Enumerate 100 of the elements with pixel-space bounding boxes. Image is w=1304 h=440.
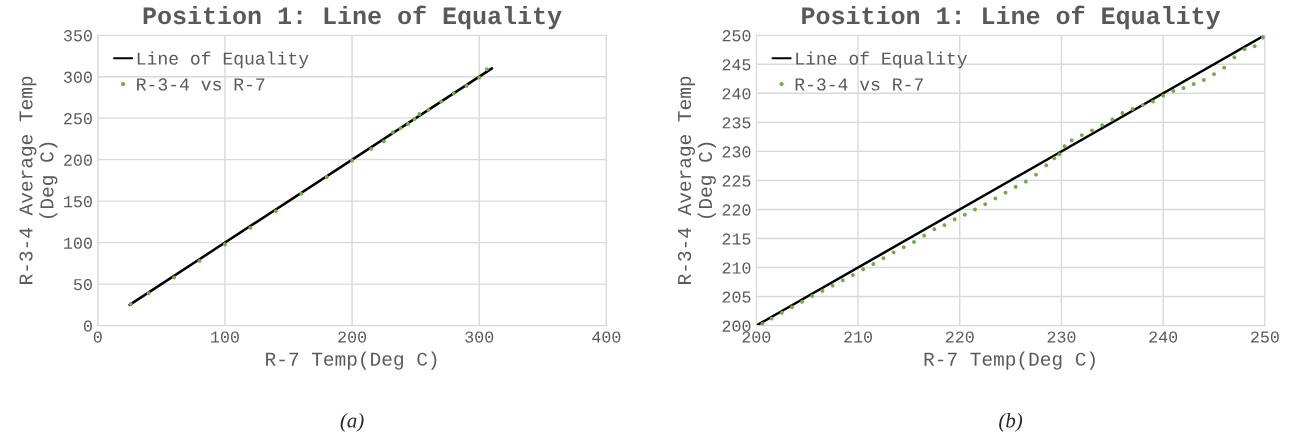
point xyxy=(1161,93,1166,98)
point xyxy=(484,67,489,72)
point xyxy=(273,209,278,214)
text: (a) xyxy=(340,412,364,432)
point xyxy=(222,242,227,247)
y-tick-label: 235 xyxy=(722,117,751,129)
point xyxy=(871,262,876,266)
y-tick-label: 200 xyxy=(64,154,92,166)
point xyxy=(962,212,967,217)
point xyxy=(426,107,431,112)
legend-label: R-3-4 vs R-7 xyxy=(137,78,265,91)
y-tick-label: 50 xyxy=(73,279,92,291)
x-tick-label: 230 xyxy=(1047,331,1076,343)
point xyxy=(451,91,456,96)
x-tick-label: 200 xyxy=(742,331,771,343)
legend-label: Line of Equality xyxy=(137,51,309,69)
y-tick-label: 240 xyxy=(722,88,751,100)
point xyxy=(350,158,355,163)
point xyxy=(390,130,395,135)
point xyxy=(942,223,947,228)
point xyxy=(861,267,866,272)
point xyxy=(1090,128,1094,133)
point xyxy=(912,240,916,244)
chart-title: Position 1: Line of Equality xyxy=(802,5,1221,30)
point xyxy=(810,294,815,298)
y-tick-label: 250 xyxy=(64,113,92,125)
x-axis-title: R-7 Temp(Deg C) xyxy=(924,351,1095,370)
y-tick-label: 220 xyxy=(722,204,751,216)
y-tick-label: 245 xyxy=(722,59,751,71)
point xyxy=(412,117,417,121)
point xyxy=(1069,138,1074,143)
point xyxy=(891,250,896,255)
y-tick-label: 215 xyxy=(722,233,751,245)
point xyxy=(1023,179,1028,184)
point xyxy=(1252,44,1257,49)
legend-label: Line of Equality xyxy=(796,51,967,69)
point xyxy=(1013,184,1018,189)
x-tick-label: 300 xyxy=(465,331,494,343)
point xyxy=(299,191,304,196)
point xyxy=(973,207,977,212)
text: (b) xyxy=(999,412,1023,432)
y-tick-label: 100 xyxy=(64,237,92,249)
point xyxy=(1062,144,1067,149)
point xyxy=(381,139,386,144)
x-tick-label: 200 xyxy=(338,331,367,343)
point xyxy=(1044,163,1049,168)
point xyxy=(789,305,794,309)
y-tick-label: 0 xyxy=(83,320,92,332)
point xyxy=(1079,133,1084,138)
y-tick-label: 200 xyxy=(722,320,751,332)
y-tick-label: 250 xyxy=(722,30,751,42)
x-tick-label: 0 xyxy=(93,331,102,343)
y-tick-label: 225 xyxy=(722,175,751,187)
point xyxy=(1034,172,1038,177)
legend-label: R-3-4 vs R-7 xyxy=(795,78,923,91)
point xyxy=(1052,156,1057,161)
point xyxy=(406,122,410,126)
y-tick-label: 230 xyxy=(722,146,751,158)
y-axis-title: R-3-4 Average Temp (Deg C) xyxy=(19,76,58,284)
point xyxy=(324,175,329,180)
point xyxy=(439,99,444,104)
point xyxy=(983,202,988,207)
y-axis-title: R-3-4 Average Temp (Deg C) xyxy=(677,76,716,284)
point xyxy=(369,146,374,151)
point xyxy=(1201,77,1206,82)
point xyxy=(779,310,784,315)
point xyxy=(922,233,927,238)
point xyxy=(197,258,202,263)
point xyxy=(248,225,253,230)
point xyxy=(1232,55,1237,60)
point xyxy=(840,278,845,283)
point xyxy=(398,126,403,131)
point xyxy=(128,302,133,306)
point xyxy=(1100,123,1105,128)
point xyxy=(1242,47,1247,52)
point xyxy=(952,217,957,222)
y-tick-label: 350 xyxy=(63,30,92,42)
point xyxy=(1212,72,1216,77)
point xyxy=(1171,88,1176,93)
point xyxy=(1191,82,1196,86)
point xyxy=(1151,99,1155,104)
point xyxy=(1222,65,1227,70)
chart-title: Position 1: Line of Equality xyxy=(143,5,562,30)
y-tick-label: 205 xyxy=(722,291,751,303)
point xyxy=(1140,102,1145,107)
point xyxy=(1130,107,1135,111)
y-tick-label: 210 xyxy=(722,262,751,274)
x-tick-label: 400 xyxy=(592,331,621,343)
x-tick-label: 210 xyxy=(844,331,873,343)
point xyxy=(1110,117,1115,122)
point xyxy=(146,291,151,296)
x-tick-label: 250 xyxy=(1251,331,1279,343)
x-tick-label: 100 xyxy=(211,331,239,343)
point xyxy=(800,299,805,304)
point xyxy=(820,288,825,293)
point xyxy=(417,112,422,116)
point xyxy=(901,245,906,250)
y-tick-label: 300 xyxy=(63,71,92,83)
point xyxy=(1181,86,1186,91)
x-axis-title: R-7 Temp(Deg C) xyxy=(266,351,437,370)
